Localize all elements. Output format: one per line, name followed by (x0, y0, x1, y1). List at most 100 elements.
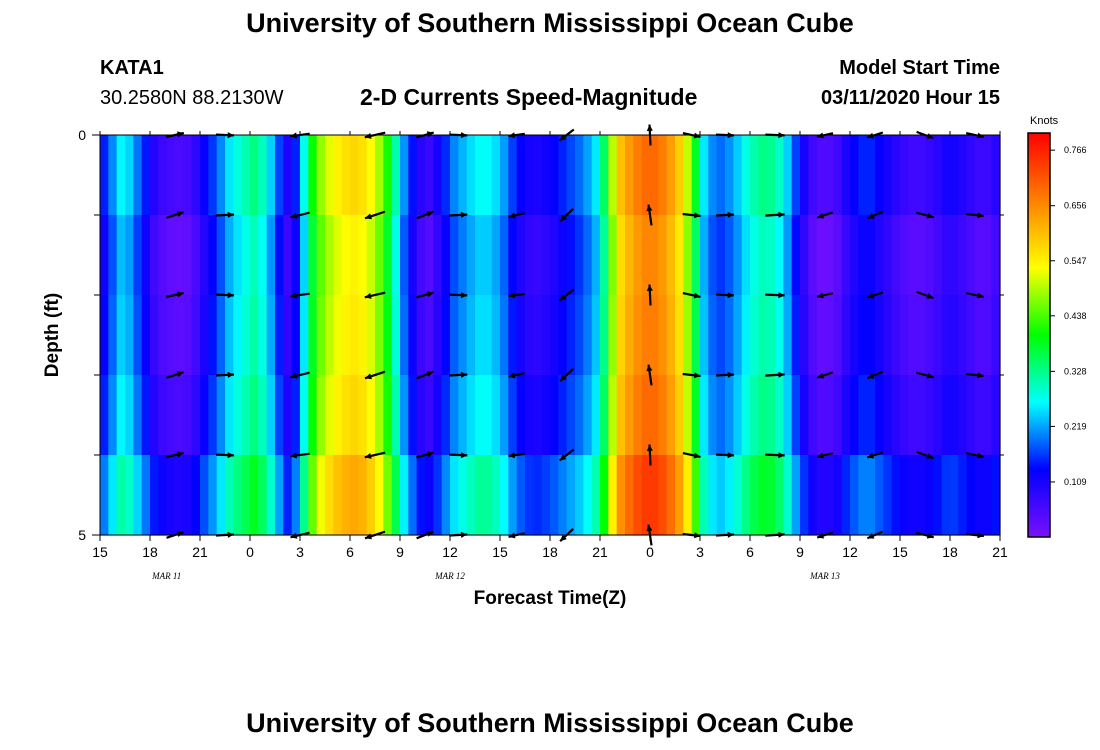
heatmap-cell (341, 135, 351, 216)
heatmap-cell (258, 455, 268, 536)
heatmap-cell (441, 455, 451, 536)
heatmap-cell (691, 375, 701, 456)
heatmap-cell (383, 455, 393, 536)
heatmap-cell (891, 455, 901, 536)
heatmap-cell (150, 135, 159, 216)
heatmap-cell (800, 215, 809, 296)
current-vector (558, 448, 575, 462)
heatmap-cell (966, 215, 976, 296)
heatmap-cell (891, 375, 901, 456)
vector-head (364, 133, 372, 139)
heatmap-cell (541, 375, 551, 456)
vector-head (560, 534, 567, 542)
current-vector (816, 371, 834, 379)
heatmap-cell (225, 135, 234, 216)
heatmap-cell (733, 135, 743, 216)
heatmap-cell (583, 295, 593, 376)
heatmap-cell (891, 215, 901, 296)
heatmap-cell (558, 295, 568, 376)
heatmap-cell (633, 295, 643, 376)
current-vector (816, 211, 834, 219)
vector-head (559, 454, 567, 461)
vector-head (177, 131, 184, 138)
heatmap-cell (716, 135, 726, 216)
current-vector (290, 371, 310, 379)
current-vector (416, 451, 434, 459)
heatmap-cell (158, 135, 168, 216)
colorbar-title: Knots (1030, 115, 1059, 127)
heatmap-cell (708, 215, 718, 296)
heatmap-cell (216, 295, 226, 376)
heatmap-cell (566, 375, 576, 456)
current-vector (965, 212, 985, 219)
heatmap-cell (275, 215, 284, 296)
current-vector (765, 371, 785, 378)
heatmap-cell (525, 135, 534, 216)
heatmap-cell (541, 215, 551, 296)
heatmap-cell (850, 455, 859, 536)
heatmap-cell (225, 455, 234, 536)
heatmap-cell (833, 135, 843, 216)
heatmap-cell (116, 215, 126, 296)
heatmap-cell (358, 295, 368, 376)
heatmap-cell (133, 455, 143, 536)
current-vector (646, 284, 653, 306)
heatmap-cell (141, 295, 151, 376)
heatmap-cell (741, 135, 751, 216)
heatmap-cell (550, 455, 559, 536)
x-tick-label: 21 (992, 544, 1008, 560)
vector-head (290, 452, 297, 459)
vector-head (559, 134, 567, 141)
heatmap-cell (866, 295, 876, 376)
vector-head (977, 372, 984, 379)
vector-head (867, 132, 875, 139)
heatmap-cell (766, 295, 776, 376)
heatmap-layer (100, 135, 1001, 536)
heatmap-cell (575, 455, 584, 536)
heatmap-cell (941, 295, 951, 376)
colorbar-label: 0.219 (1064, 421, 1087, 431)
heatmap-cell (608, 455, 618, 536)
heatmap-cell (250, 215, 259, 296)
x-tick-label: 18 (542, 544, 558, 560)
heatmap-cell (433, 135, 443, 216)
heatmap-cell (950, 215, 959, 296)
heatmap-cell (975, 295, 984, 376)
heatmap-cell (200, 135, 209, 216)
heatmap-cell (891, 295, 901, 376)
heatmap-cell (100, 455, 109, 536)
heatmap-cell (508, 215, 518, 296)
heatmap-cell (858, 215, 868, 296)
vector-head (646, 124, 653, 131)
heatmap-cell (866, 455, 876, 536)
heatmap-cell (975, 375, 984, 456)
heatmap-cell (741, 455, 751, 536)
heatmap-cell (241, 295, 251, 376)
heatmap-cell (300, 295, 309, 376)
x-tick-label: 18 (942, 544, 958, 560)
heatmap-cell (941, 455, 951, 536)
current-vector (715, 211, 735, 218)
heatmap-cell (233, 295, 243, 376)
current-vector (166, 211, 184, 219)
vector-head (727, 211, 734, 218)
heatmap-cell (291, 375, 301, 456)
x-tick-label: 9 (396, 544, 404, 560)
heatmap-cell (975, 135, 984, 216)
plot-title: 2-D Currents Speed-Magnitude (360, 84, 698, 110)
current-vector (916, 211, 934, 219)
heatmap-cell (400, 135, 409, 216)
heatmap-cell (725, 455, 734, 536)
heatmap-cell (825, 215, 834, 296)
heatmap-cell (100, 215, 109, 296)
heatmap-cell (550, 215, 559, 296)
heatmap-cell (400, 215, 409, 296)
heatmap-cell (883, 295, 893, 376)
heatmap-cell (208, 135, 218, 216)
heatmap-cell (366, 455, 376, 536)
heatmap-cell (141, 135, 151, 216)
current-vector (215, 211, 235, 218)
heatmap-cell (708, 295, 718, 376)
colorbar-label: 0.547 (1064, 256, 1087, 266)
heatmap-cell (316, 135, 326, 216)
